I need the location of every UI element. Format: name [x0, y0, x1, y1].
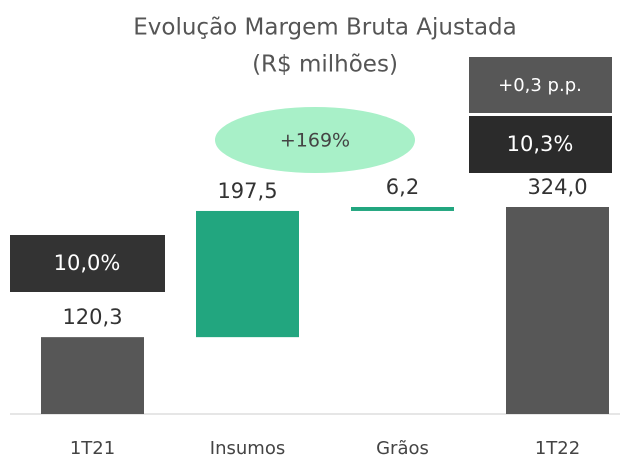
annotation: +169% [280, 130, 350, 152]
chart-title: Evolução Margem Bruta Ajustada [133, 15, 517, 41]
bar [196, 210, 299, 338]
annotation-box [469, 116, 612, 173]
x-tick-label: 1T21 [70, 438, 115, 457]
data-label: 197,5 [217, 179, 277, 203]
bar [351, 207, 454, 211]
x-tick-label: 1T22 [535, 438, 580, 457]
x-tick-label: Grãos [376, 438, 429, 457]
data-label: 6,2 [386, 175, 419, 199]
annotation-box [10, 235, 165, 292]
annotation-ellipse [215, 107, 415, 173]
bar [41, 337, 144, 414]
annotation: 10,3% [507, 132, 574, 156]
x-tick-label: Insumos [210, 438, 285, 457]
annotation: +0,3 p.p. [498, 75, 582, 96]
annotation-box [469, 57, 612, 113]
chart-subtitle: (R$ milhões) [252, 52, 398, 78]
bar [506, 207, 609, 414]
data-label: 120,3 [62, 305, 122, 329]
data-label: 324,0 [527, 175, 587, 199]
annotation: 10,0% [54, 251, 121, 275]
